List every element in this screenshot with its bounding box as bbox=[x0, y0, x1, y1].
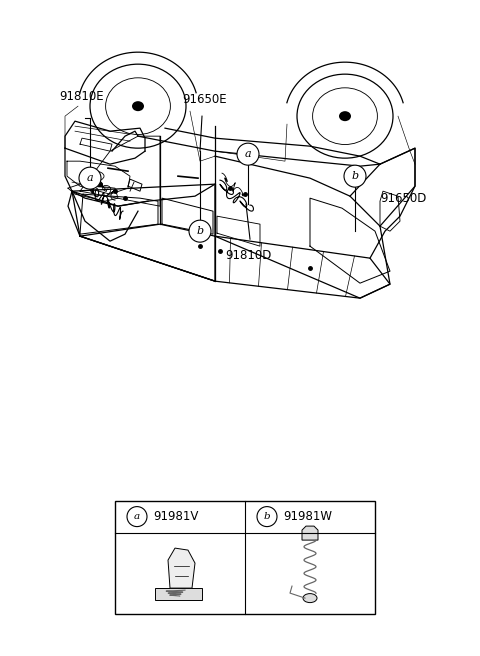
Circle shape bbox=[79, 167, 101, 189]
Text: a: a bbox=[134, 512, 140, 521]
Circle shape bbox=[237, 143, 259, 165]
Ellipse shape bbox=[297, 74, 393, 158]
Ellipse shape bbox=[90, 64, 186, 148]
Text: 91810E: 91810E bbox=[60, 90, 104, 103]
Text: a: a bbox=[245, 149, 252, 159]
Text: 91650E: 91650E bbox=[183, 93, 228, 106]
Text: b: b bbox=[196, 226, 204, 236]
Text: a: a bbox=[87, 173, 93, 183]
Polygon shape bbox=[155, 588, 202, 600]
Text: 91981W: 91981W bbox=[283, 510, 332, 523]
Bar bbox=[115, 501, 375, 613]
Ellipse shape bbox=[339, 111, 351, 121]
Text: b: b bbox=[264, 512, 270, 521]
Polygon shape bbox=[302, 526, 318, 540]
Circle shape bbox=[127, 506, 147, 527]
Text: 91810D: 91810D bbox=[225, 249, 271, 262]
Text: 91650D: 91650D bbox=[380, 192, 426, 205]
Circle shape bbox=[344, 165, 366, 187]
Circle shape bbox=[189, 220, 211, 242]
Text: b: b bbox=[351, 171, 359, 181]
Ellipse shape bbox=[132, 101, 144, 111]
Polygon shape bbox=[168, 548, 195, 588]
Ellipse shape bbox=[303, 594, 317, 603]
Text: 91981V: 91981V bbox=[153, 510, 198, 523]
Circle shape bbox=[257, 506, 277, 527]
